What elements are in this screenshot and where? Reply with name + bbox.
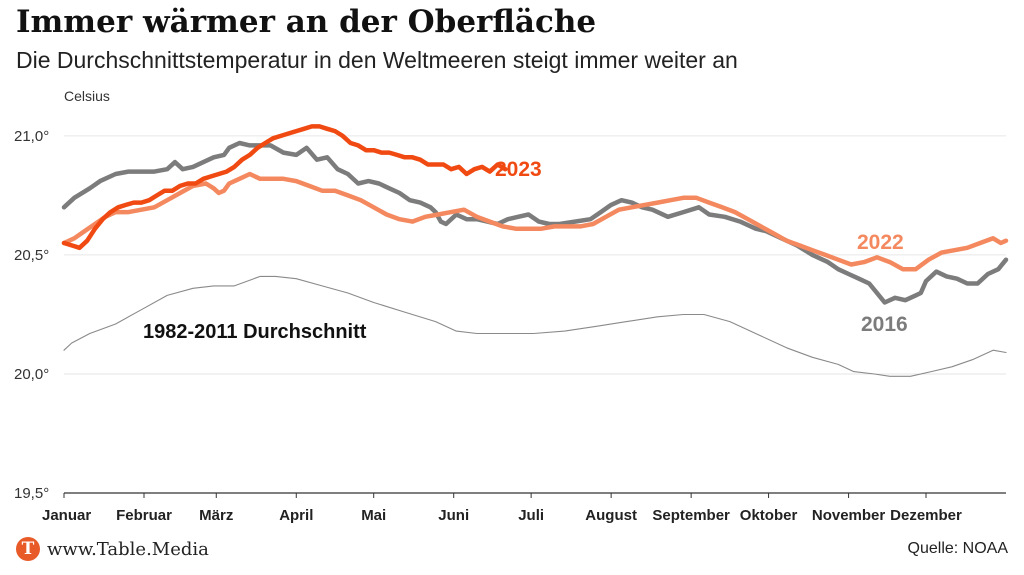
x-tick-label: März <box>199 507 233 524</box>
x-tick-label: Dezember <box>890 507 962 524</box>
x-tick-label: Juli <box>518 507 544 524</box>
series-line-2023 <box>61 124 508 251</box>
series-line-2022 <box>61 171 1009 272</box>
source-note: Quelle: NOAA <box>907 540 1008 557</box>
y-tick-label: 20,0° <box>14 366 49 383</box>
series-line-1982-2011-durchschnitt <box>63 275 1007 377</box>
series-label-2022: 2022 <box>857 231 904 254</box>
series-label-1982-2011-durchschnitt: 1982-2011 Durchschnitt <box>143 321 367 343</box>
page-subtitle: Die Durchschnittstemperatur in den Weltm… <box>16 47 738 73</box>
series-line-2016 <box>61 140 1009 305</box>
x-tick-label: August <box>585 507 637 524</box>
x-tick-label: April <box>279 507 313 524</box>
y-tick-labels: 21,0° 20,5° 20,0° 19,5° <box>14 128 49 502</box>
y-tick-label: 20,5° <box>14 247 49 264</box>
site-link[interactable]: www.Table.Media <box>47 538 209 560</box>
table-media-logo-icon: T <box>16 537 40 561</box>
x-axis: Januar Februar März April Mai Juni Juli August S… <box>42 492 1006 524</box>
footer-brand: T www.Table.Media <box>16 537 209 561</box>
y-unit-label: Celsius <box>64 88 110 104</box>
x-tick-label: Februar <box>116 507 172 524</box>
x-tick-label: September <box>652 507 730 524</box>
x-tick-label: November <box>812 507 886 524</box>
x-tick-label: Januar <box>42 507 91 524</box>
series-label-2016: 2016 <box>861 313 908 336</box>
gridlines <box>64 135 1006 375</box>
series-label-2023: 2023 <box>495 158 542 181</box>
y-tick-label: 21,0° <box>14 128 49 145</box>
y-tick-label: 19,5° <box>14 485 49 502</box>
x-tick-label: Mai <box>361 507 386 524</box>
series-annotations: 2023 2022 2016 1982-2011 Durchschnitt <box>143 158 908 343</box>
x-tick-label: Juni <box>438 507 469 524</box>
x-tick-label: Oktober <box>740 507 798 524</box>
page-title: Immer wärmer an der Oberfläche <box>16 4 597 40</box>
series-lines <box>61 124 1009 377</box>
